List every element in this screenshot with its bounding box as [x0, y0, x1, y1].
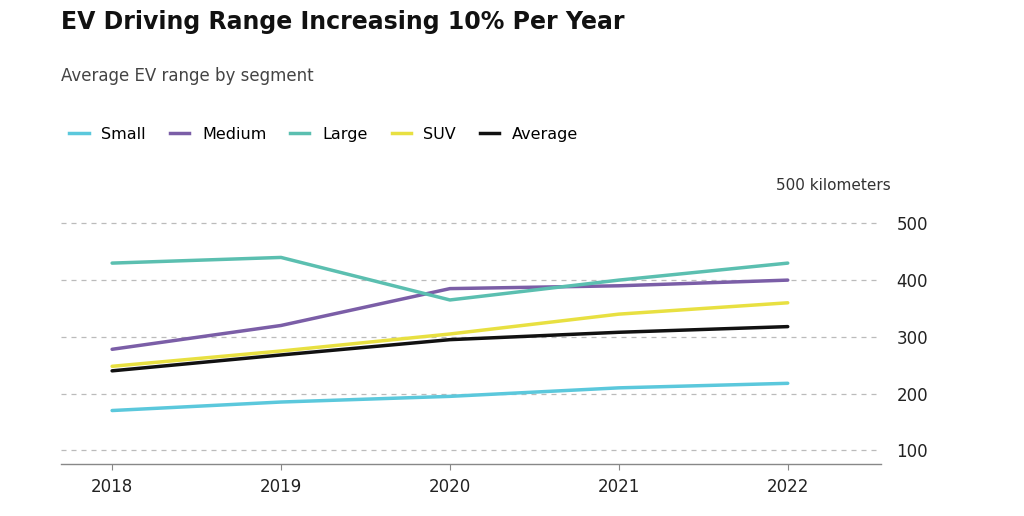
Legend: Small, Medium, Large, SUV, Average: Small, Medium, Large, SUV, Average: [70, 126, 579, 142]
Text: EV Driving Range Increasing 10% Per Year: EV Driving Range Increasing 10% Per Year: [61, 10, 625, 35]
Text: 500 kilometers: 500 kilometers: [776, 179, 891, 194]
Text: Average EV range by segment: Average EV range by segment: [61, 67, 314, 85]
